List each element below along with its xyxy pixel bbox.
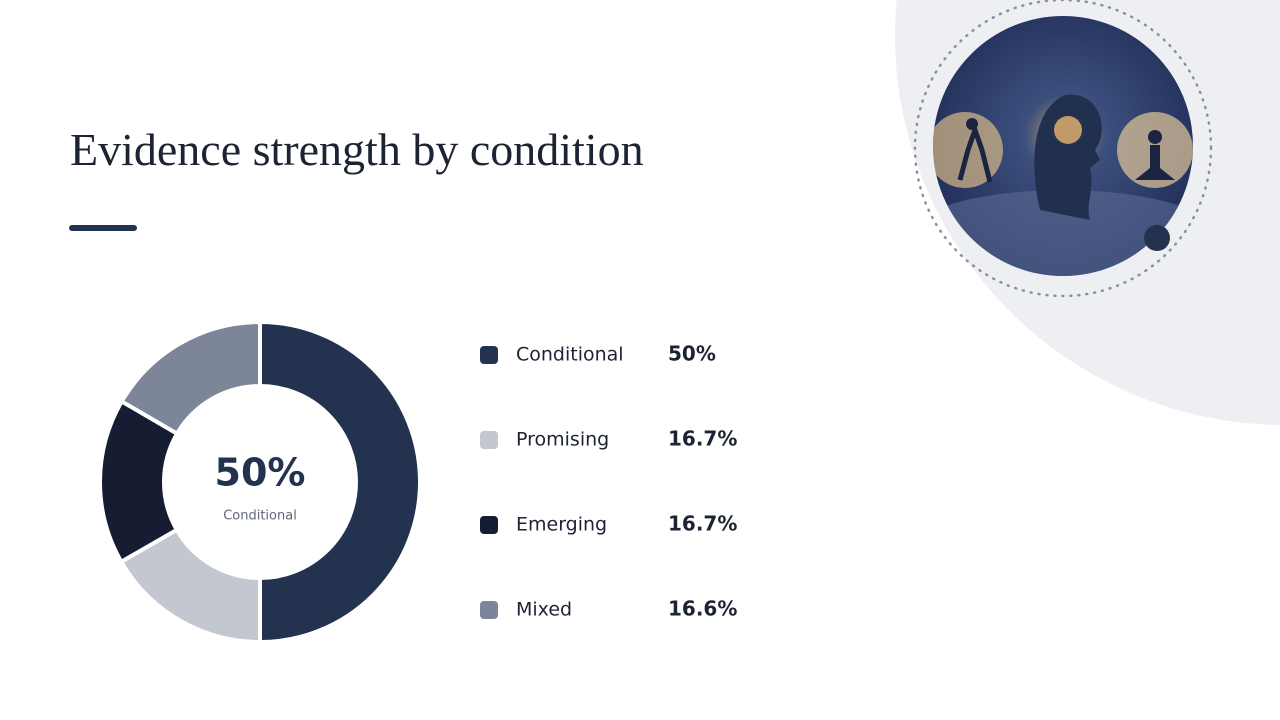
legend-value: 50% (668, 342, 716, 366)
dotted-ring (913, 0, 1213, 298)
legend-swatch (480, 431, 498, 449)
legend-value: 16.6% (668, 597, 737, 621)
legend-swatch (480, 516, 498, 534)
legend-value: 16.7% (668, 512, 737, 536)
accent-dot (1144, 225, 1170, 251)
donut-segment (119, 319, 262, 437)
center-label: Conditional (223, 509, 297, 524)
legend-label: Conditional (516, 344, 624, 366)
center-value: 50% (215, 451, 306, 495)
legend: Conditional 50% Promising 16.7% Emerging 16.7… (480, 342, 737, 621)
legend-swatch (480, 346, 498, 364)
legend-label: Emerging (516, 514, 607, 536)
legend-label: Promising (516, 429, 609, 451)
legend-label: Mixed (516, 599, 572, 621)
donut-segment (258, 319, 422, 645)
donut (98, 319, 422, 645)
legend-swatch (480, 601, 498, 619)
title-underline (69, 225, 137, 231)
chart-title: Evidence strength by condition (70, 124, 644, 175)
legend-value: 16.7% (668, 427, 737, 451)
